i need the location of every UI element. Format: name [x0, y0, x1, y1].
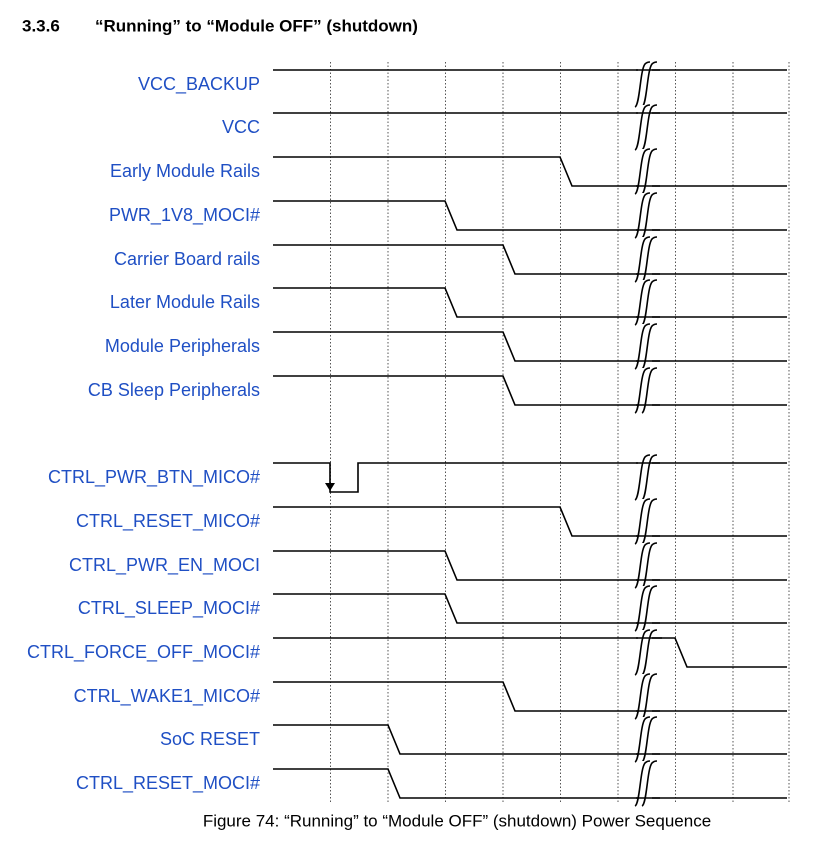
- section-number: 3.3.6: [22, 16, 60, 35]
- waveform: [273, 462, 787, 493]
- signal-label: Carrier Board rails: [114, 249, 260, 269]
- signal-label: CB Sleep Peripherals: [88, 380, 260, 400]
- break-mark: [634, 454, 651, 501]
- break-mark: [641, 61, 658, 108]
- waveform: [273, 550, 787, 581]
- waveform: [273, 244, 787, 275]
- signal-label: Later Module Rails: [110, 292, 260, 312]
- waveform: [273, 593, 787, 624]
- signal-label: Early Module Rails: [110, 161, 260, 181]
- figure-caption: Figure 74: “Running” to “Module OFF” (sh…: [203, 811, 711, 830]
- signal-label: CTRL_RESET_MOCI#: [76, 773, 260, 794]
- section-title: “Running” to “Module OFF” (shutdown): [95, 16, 418, 35]
- waveform: [273, 768, 787, 799]
- break-mark: [634, 61, 651, 108]
- break-mark: [634, 104, 651, 151]
- signal-label: PWR_1V8_MOCI#: [109, 205, 260, 226]
- signal-label: CTRL_PWR_EN_MOCI: [69, 555, 260, 576]
- signal-label: SoC RESET: [160, 729, 260, 749]
- waveform: [273, 200, 787, 231]
- break-mark: [641, 454, 658, 501]
- break-mark: [641, 629, 658, 676]
- signal-label: CTRL_FORCE_OFF_MOCI#: [27, 642, 260, 663]
- signal-label: CTRL_RESET_MICO#: [76, 511, 260, 532]
- signal-label: CTRL_WAKE1_MICO#: [74, 686, 260, 707]
- waveform: [273, 331, 787, 362]
- break-mark: [641, 104, 658, 151]
- signal-label: CTRL_PWR_BTN_MICO#: [48, 467, 260, 488]
- waveform: [273, 724, 787, 755]
- waveform: [273, 506, 787, 537]
- signal-label: VCC_BACKUP: [138, 74, 260, 95]
- signal-label: Module Peripherals: [105, 336, 260, 356]
- waveform: [273, 287, 787, 318]
- waveform: [273, 681, 787, 712]
- waveform: [273, 637, 787, 668]
- waveform: [273, 156, 787, 187]
- break-mark: [634, 629, 651, 676]
- signal-label: CTRL_SLEEP_MOCI#: [78, 598, 260, 619]
- waveform: [273, 375, 787, 406]
- signal-label: VCC: [222, 117, 260, 137]
